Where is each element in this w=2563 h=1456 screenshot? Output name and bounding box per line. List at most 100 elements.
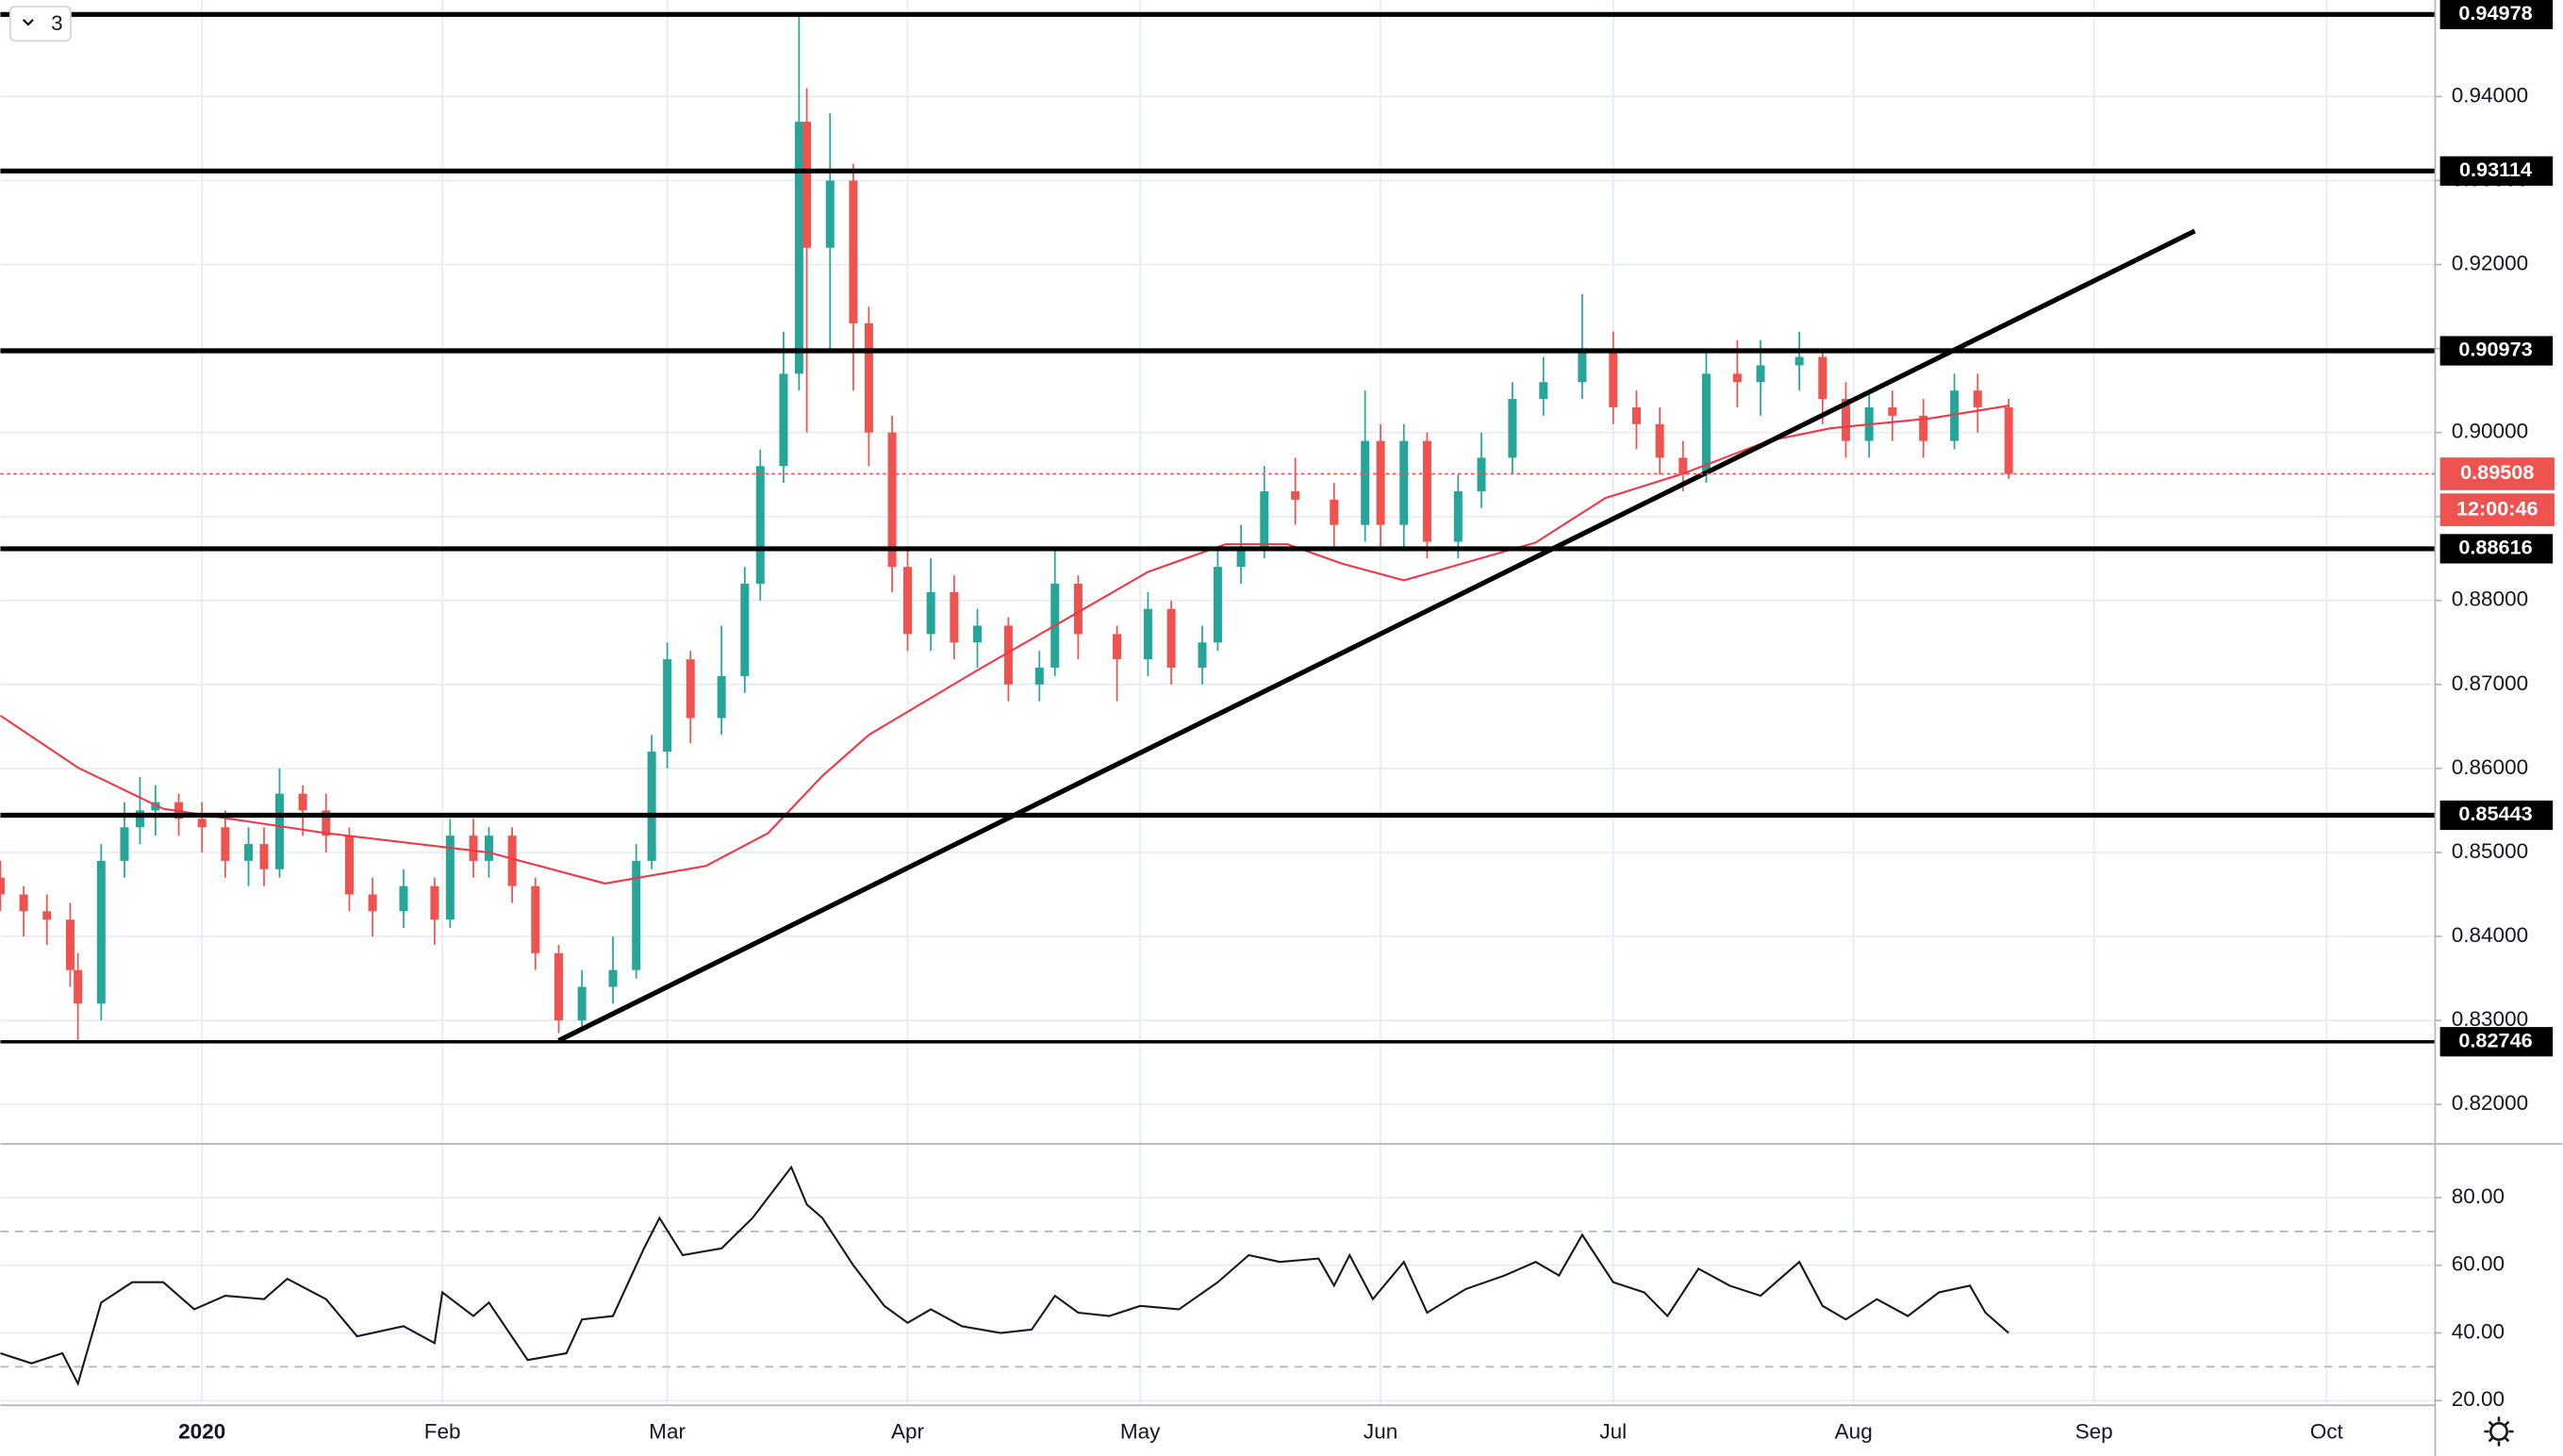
candle-body <box>1330 499 1339 525</box>
x-tick-label: 2020 <box>178 1420 225 1444</box>
settings-icon[interactable] <box>2484 1416 2514 1447</box>
candle-body <box>608 969 618 987</box>
candle-body <box>647 752 656 861</box>
candle-body <box>74 969 83 1004</box>
candle-body <box>0 877 5 895</box>
candle-body <box>717 675 726 719</box>
countdown-box <box>2439 493 2555 526</box>
candle-body <box>1422 440 1431 542</box>
candle-body <box>135 810 144 828</box>
y-tick-label: 20.00 <box>2452 1387 2505 1411</box>
candle-body <box>259 844 269 869</box>
candle-body <box>322 810 331 836</box>
y-tick-label: 0.83000 <box>2452 1007 2528 1031</box>
candle-body <box>686 659 695 719</box>
y-tick-label: 0.88000 <box>2452 587 2528 611</box>
candle-body <box>120 827 129 861</box>
candle-body <box>1578 348 1587 383</box>
gear-teeth <box>2484 1416 2514 1447</box>
grid-layer <box>0 0 2436 1406</box>
candle-body <box>1732 373 1742 383</box>
candle-body <box>755 466 765 584</box>
candle-body <box>1291 491 1300 500</box>
x-tick-label: May <box>1120 1420 1161 1444</box>
candle-body <box>65 919 74 970</box>
interval-toolbar[interactable]: 3 <box>8 6 72 42</box>
y-tick-label: 0.85000 <box>2452 839 2528 863</box>
level-label-box <box>2439 0 2554 29</box>
candle-body <box>507 836 517 886</box>
y-tick-label: 0.84000 <box>2452 923 2528 947</box>
x-tick-label: Apr <box>891 1420 925 1444</box>
y-tick-label: 0.86000 <box>2452 755 2528 779</box>
candle-body <box>802 122 812 248</box>
level-label-box <box>2439 156 2554 186</box>
level-label-box <box>2439 800 2554 831</box>
candle-body <box>1888 406 1897 416</box>
candle-body <box>469 836 478 861</box>
x-tick-label: Mar <box>649 1420 686 1444</box>
candle-body <box>445 836 455 920</box>
candle-body <box>1003 625 1013 685</box>
candle-body <box>902 567 913 635</box>
y-tick-label: 60.00 <box>2452 1252 2505 1276</box>
candle-body <box>1236 550 1246 568</box>
x-tick-label: Feb <box>424 1420 461 1444</box>
level-label: 0.90973 <box>2458 338 2532 361</box>
y-tick-label: 40.00 <box>2452 1319 2505 1343</box>
y-tick-label: 0.94000 <box>2452 83 2528 107</box>
y-tick-label: 0.90000 <box>2452 420 2528 443</box>
candle-body <box>1756 365 1765 383</box>
level-label: 0.82746 <box>2458 1028 2532 1051</box>
candle-body <box>1631 406 1641 424</box>
candle-body <box>344 836 354 895</box>
x-tick-label: Sep <box>2075 1420 2113 1444</box>
moving-average <box>0 405 2009 885</box>
candle-body <box>1213 567 1222 643</box>
candle-body <box>531 885 540 953</box>
candle-body <box>1376 440 1385 525</box>
candle-body <box>577 986 587 1021</box>
candle-body <box>950 591 959 643</box>
candle-body <box>1539 382 1548 400</box>
candle-body <box>42 911 52 920</box>
x-tick-label: Oct <box>2310 1420 2344 1444</box>
level-label: 0.93114 <box>2459 157 2532 181</box>
candle-body <box>1609 348 1618 407</box>
candle-body <box>1818 356 1827 400</box>
candle-body <box>1361 440 1370 525</box>
candle-body <box>1143 608 1152 660</box>
current-price-box <box>2439 457 2555 490</box>
x-tick-label: Jun <box>1364 1420 1397 1444</box>
mark-layer <box>0 11 2436 1387</box>
candle-body <box>2004 406 2013 474</box>
candle-body <box>632 860 641 970</box>
candle-body <box>887 432 897 568</box>
candle-body <box>399 885 408 912</box>
candle-body <box>298 793 307 811</box>
gear[interactable] <box>2489 1422 2508 1441</box>
candle-body <box>1701 373 1711 475</box>
candle-body <box>849 180 858 323</box>
level-label-box <box>2439 336 2554 366</box>
candle-body <box>1919 415 1928 441</box>
candle-body <box>825 180 835 248</box>
level-label: 0.94978 <box>2458 1 2532 25</box>
candle-body <box>1113 634 1122 660</box>
chevron-icon <box>22 18 34 26</box>
current-price-label: 0.89508 <box>2460 460 2534 484</box>
candle-body <box>244 844 254 861</box>
candle-body <box>1508 399 1517 458</box>
candle-body <box>197 819 207 828</box>
y-tick-label: 80.00 <box>2452 1184 2505 1208</box>
candle-body <box>221 827 230 861</box>
level-label: 0.85443 <box>2458 802 2532 825</box>
candle-body <box>1453 491 1463 542</box>
candle-body <box>430 885 439 920</box>
toolbar-button[interactable] <box>8 6 72 42</box>
candle-body <box>1973 390 1982 407</box>
candle-body <box>368 894 377 912</box>
